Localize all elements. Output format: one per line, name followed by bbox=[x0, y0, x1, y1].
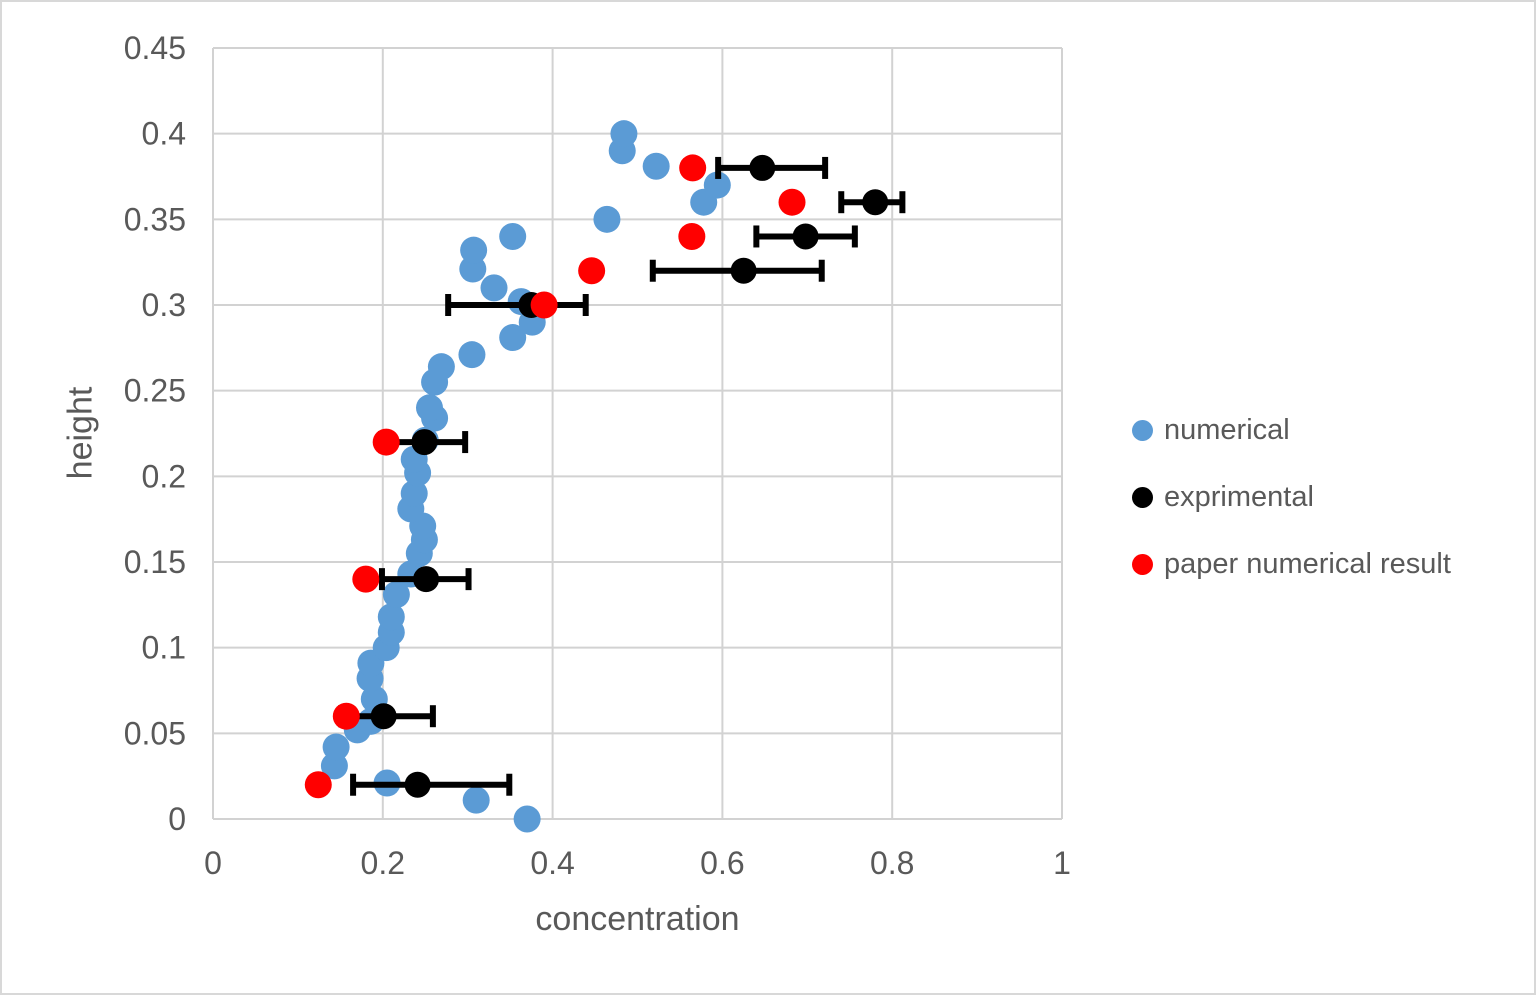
y-axis-tick-label: 0.1 bbox=[142, 630, 186, 666]
x-axis-tick-label: 0 bbox=[204, 845, 222, 881]
y-axis-tick-label: 0.45 bbox=[124, 30, 186, 66]
legend-marker-paper-numerical-result-icon bbox=[1132, 554, 1153, 575]
legend-marker-numerical-icon bbox=[1132, 420, 1153, 441]
y-axis-tick-label: 0.05 bbox=[124, 715, 186, 751]
x-axis-title: concentration bbox=[535, 900, 740, 938]
point-paper-numerical-result bbox=[352, 565, 380, 593]
x-axis-tick-label: 0.4 bbox=[530, 845, 574, 881]
y-axis-tick-label: 0.4 bbox=[142, 116, 186, 152]
point-numerical bbox=[400, 479, 428, 507]
point-numerical bbox=[480, 274, 508, 302]
legend: numerical exprimental paper numerical re… bbox=[1132, 414, 1451, 581]
point-paper-numerical-result bbox=[530, 291, 558, 319]
point-exprimental bbox=[862, 189, 889, 216]
y-axis-tick-label: 0 bbox=[168, 801, 186, 837]
legend-label-numerical: numerical bbox=[1164, 414, 1290, 446]
point-numerical bbox=[427, 353, 455, 381]
x-axis-tick-label: 0.2 bbox=[361, 845, 405, 881]
point-paper-numerical-result bbox=[679, 154, 707, 182]
legend-marker-exprimental-icon bbox=[1132, 487, 1153, 508]
point-numerical bbox=[499, 324, 527, 352]
legend-label-paper-numerical-result: paper numerical result bbox=[1164, 548, 1451, 580]
point-numerical bbox=[415, 394, 443, 422]
point-numerical bbox=[322, 733, 350, 761]
legend-item-paper-numerical-result: paper numerical result bbox=[1132, 548, 1451, 581]
legend-item-exprimental: exprimental bbox=[1132, 481, 1451, 514]
point-exprimental bbox=[411, 429, 438, 456]
point-paper-numerical-result bbox=[304, 771, 332, 799]
point-exprimental bbox=[413, 566, 440, 593]
y-axis-tick-label: 0.15 bbox=[124, 544, 186, 580]
point-paper-numerical-result bbox=[372, 428, 400, 456]
legend-item-numerical: numerical bbox=[1132, 414, 1451, 447]
point-numerical bbox=[382, 581, 410, 609]
point-exprimental bbox=[404, 771, 431, 798]
x-axis-tick-label: 1 bbox=[1053, 845, 1071, 881]
point-numerical bbox=[610, 120, 638, 148]
point-numerical bbox=[460, 236, 488, 264]
point-numerical bbox=[499, 222, 527, 250]
point-paper-numerical-result bbox=[678, 222, 706, 250]
point-numerical bbox=[703, 171, 731, 199]
point-numerical bbox=[593, 205, 621, 233]
point-paper-numerical-result bbox=[578, 257, 606, 285]
y-axis-title: height bbox=[61, 386, 100, 480]
point-numerical bbox=[458, 341, 486, 369]
y-axis-tick-label: 0.25 bbox=[124, 373, 186, 409]
x-axis-tick-label: 0.6 bbox=[700, 845, 744, 881]
y-axis-tick-label: 0.35 bbox=[124, 201, 186, 237]
point-paper-numerical-result bbox=[332, 702, 360, 730]
point-exprimental bbox=[749, 154, 776, 181]
legend-label-exprimental: exprimental bbox=[1164, 481, 1314, 513]
point-exprimental bbox=[730, 257, 757, 284]
y-axis-tick-label: 0.3 bbox=[142, 287, 186, 323]
point-numerical bbox=[513, 805, 541, 833]
point-exprimental bbox=[370, 703, 397, 730]
point-paper-numerical-result bbox=[778, 188, 806, 216]
point-numerical bbox=[377, 603, 405, 631]
point-numerical bbox=[642, 152, 670, 180]
y-axis-tick-label: 0.2 bbox=[142, 458, 186, 494]
x-axis-tick-label: 0.8 bbox=[870, 845, 914, 881]
point-exprimental bbox=[792, 223, 819, 250]
point-numerical bbox=[462, 786, 490, 814]
